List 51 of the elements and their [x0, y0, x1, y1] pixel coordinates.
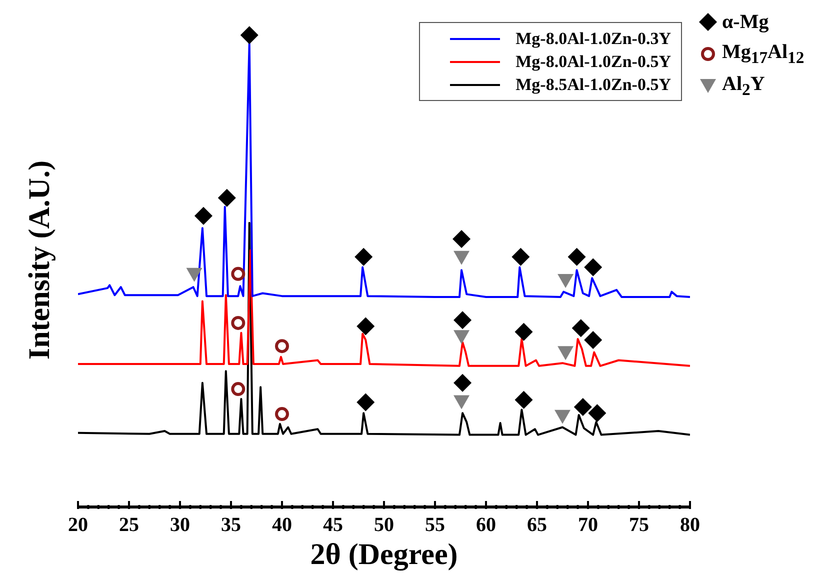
x-tick-label: 25 [119, 514, 139, 536]
legend-label: α-Mg [722, 10, 769, 34]
x-tick-label: 40 [272, 514, 292, 536]
point [584, 258, 602, 276]
x-tick-label: 70 [578, 514, 598, 536]
x-tick-label: 45 [323, 514, 343, 536]
point [354, 248, 373, 266]
legend-label: Mg-8.0Al-1.0Zn-0.5Y [516, 52, 671, 72]
x-tick-label: 55 [425, 514, 445, 536]
point [572, 319, 590, 338]
legend-label: Al$_{2}$Y [722, 72, 765, 100]
point [186, 268, 202, 282]
point [454, 250, 470, 265]
point [194, 206, 212, 225]
point [218, 188, 236, 207]
x-tick-label: 60 [476, 514, 496, 536]
point [231, 266, 246, 281]
point [568, 248, 586, 266]
point [454, 311, 472, 330]
point [512, 248, 530, 266]
point [275, 407, 289, 422]
point [454, 395, 470, 410]
x-tick-label: 75 [629, 514, 649, 536]
x-axis-title: 2θ (Degree) [310, 538, 458, 572]
point [240, 26, 258, 44]
x-tick-label: 35 [221, 514, 241, 536]
point [275, 339, 289, 354]
legend-label: Mg$_{17}$Al$_{12}$ [722, 40, 804, 68]
point [514, 390, 533, 409]
point [231, 382, 246, 396]
x-tick-label: 50 [374, 514, 394, 536]
x-tick-label: 80 [680, 514, 700, 536]
point [454, 374, 472, 392]
point [554, 410, 570, 424]
point [514, 322, 533, 341]
x-tick-label: 20 [68, 514, 88, 536]
legend-label: Mg-8.5Al-1.0Zn-0.5Y [516, 74, 671, 94]
point [574, 398, 592, 416]
point [558, 346, 574, 360]
point [454, 330, 470, 344]
point [356, 317, 375, 336]
point [231, 316, 246, 330]
x-tick-label: 30 [170, 514, 190, 536]
legend-label: Mg-8.0Al-1.0Zn-0.3Y [516, 28, 671, 48]
point [558, 274, 574, 288]
point [588, 404, 606, 422]
point [584, 330, 602, 349]
x-tick-label: 65 [527, 514, 547, 536]
point [452, 230, 471, 248]
y-axis-title: Intensity (A.U.) [23, 160, 57, 360]
point [356, 393, 375, 412]
